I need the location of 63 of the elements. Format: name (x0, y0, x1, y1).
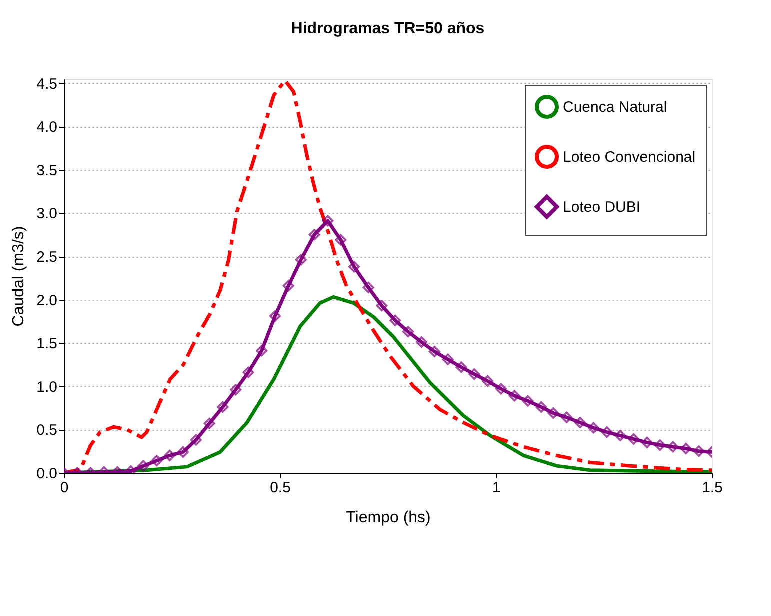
point (482, 375, 494, 387)
x-tick-label: 0.5 (270, 480, 291, 496)
point (308, 229, 320, 241)
point (190, 434, 202, 446)
point (295, 254, 307, 266)
point (548, 408, 560, 419)
point (177, 446, 189, 458)
point (270, 310, 281, 322)
point (654, 440, 666, 452)
legend-label: Loteo DUBI (563, 199, 641, 216)
point (680, 443, 692, 454)
point (217, 401, 229, 413)
point (667, 441, 679, 453)
y-axis-title: Caudal (m3/s) (10, 226, 28, 327)
point (230, 384, 242, 396)
point (522, 395, 534, 407)
y-tick-label: 4.5 (36, 76, 58, 93)
y-tick-label: 1.5 (36, 336, 58, 353)
point (256, 345, 268, 357)
point (428, 346, 440, 358)
point (164, 450, 176, 462)
point (322, 215, 334, 227)
point (495, 383, 507, 395)
y-tick-label: 2.0 (36, 292, 58, 310)
point (574, 417, 586, 429)
x-tick-label: 1 (492, 480, 501, 496)
point (282, 280, 294, 292)
point (376, 300, 388, 312)
y-tick-label: 4.0 (36, 119, 58, 136)
point (242, 366, 254, 378)
point (588, 422, 600, 434)
chart-title: Hidrogramas TR=50 años (291, 20, 485, 38)
y-tick-label: 3.5 (36, 162, 58, 180)
point (508, 390, 520, 402)
point (416, 336, 428, 348)
legend-label: Loteo Convencional (563, 149, 696, 166)
point (390, 314, 402, 326)
point (335, 234, 347, 246)
point (138, 460, 150, 472)
legend-label: Cuenca Natural (563, 99, 668, 116)
y-tick-label: 2.5 (36, 249, 58, 266)
y-tick-label: 1.0 (36, 378, 58, 396)
point (442, 354, 454, 366)
point (468, 368, 480, 380)
x-tick-label: 0 (60, 480, 69, 496)
x-tick-label: 1.5 (702, 480, 723, 496)
y-tick-label: 3.0 (36, 206, 58, 223)
point (693, 446, 705, 458)
point (628, 433, 640, 445)
point (151, 455, 163, 467)
y-tick-label: 0.0 (36, 466, 58, 482)
point (614, 430, 626, 442)
point (536, 401, 548, 413)
point (348, 261, 360, 273)
x-axis-title: Tiempo (hs) (346, 510, 431, 526)
point (402, 326, 414, 338)
point (561, 412, 573, 424)
point (601, 426, 613, 438)
y-tick-label: 0.5 (36, 422, 58, 440)
point (641, 436, 653, 448)
point (456, 362, 468, 374)
point (362, 282, 374, 294)
point (204, 418, 216, 430)
